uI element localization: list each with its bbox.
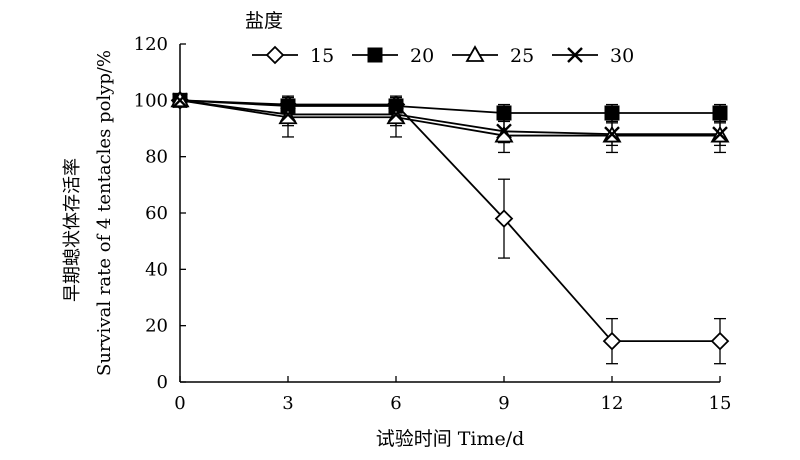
x-tick-label: 6	[390, 393, 401, 414]
data-point-15	[710, 331, 730, 351]
y-tick-label: 0	[157, 372, 168, 393]
y-axis-label-line2: Survival rate of 4 tentacles polyp/%	[94, 50, 115, 376]
legend-title: 盐度	[245, 10, 283, 32]
series-markers	[170, 90, 730, 351]
legend-item-25: 25	[452, 45, 534, 67]
legend-marker	[465, 45, 485, 62]
data-point-30	[388, 106, 404, 123]
data-point-30	[172, 92, 188, 109]
y-tick-label: 60	[145, 203, 168, 224]
series-line-30	[179, 99, 720, 136]
legend-label: 15	[310, 45, 334, 67]
data-point-20	[604, 105, 620, 121]
series-lines	[179, 99, 720, 343]
legend-marker	[567, 47, 583, 63]
x-tick-label: 12	[601, 393, 624, 414]
legend-marker	[265, 45, 285, 65]
x-tick-label: 9	[498, 393, 509, 414]
y-tick-label: 100	[134, 90, 168, 111]
x-tick-label: 15	[709, 393, 732, 414]
y-tick-label: 80	[145, 147, 168, 168]
data-point-30	[712, 126, 728, 142]
y-axis-label-line1: 早期螅状体存活率	[62, 158, 83, 302]
data-point-20	[712, 105, 728, 121]
legend-item-15: 15	[252, 45, 334, 67]
y-tick-label: 40	[145, 259, 168, 280]
legend-label: 25	[510, 45, 534, 67]
series-line-25	[179, 99, 720, 137]
x-axis-label: 试验时间 Time/d	[376, 428, 525, 450]
data-point-30	[604, 126, 620, 142]
series-line-15	[179, 99, 720, 343]
legend-item-30: 30	[552, 45, 634, 67]
data-point-30	[280, 106, 296, 123]
y-tick-label: 20	[145, 316, 168, 337]
legend-marker	[367, 47, 383, 63]
legend-label: 20	[410, 45, 434, 67]
series-line-20	[179, 99, 720, 114]
legend-item-20: 20	[352, 45, 434, 67]
data-point-20	[496, 105, 512, 121]
y-tick-label: 120	[134, 34, 168, 55]
data-point-15	[602, 331, 622, 351]
legend-label: 30	[610, 45, 634, 67]
data-point-30	[496, 123, 512, 140]
data-point-15	[494, 209, 514, 228]
legend: 盐度 15 20 25 30	[245, 10, 634, 67]
axes: 0 20 40 60 80 100 120 0 3 6 9 12 15	[134, 34, 732, 414]
x-tick-label: 0	[174, 393, 185, 414]
x-tick-label: 3	[282, 393, 293, 414]
